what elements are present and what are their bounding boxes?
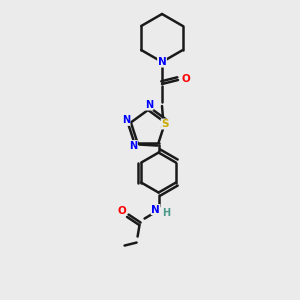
Text: O: O xyxy=(117,206,126,216)
Text: S: S xyxy=(161,119,169,129)
Text: N: N xyxy=(158,57,166,67)
Text: N: N xyxy=(122,116,130,125)
Text: N: N xyxy=(129,141,137,151)
Text: O: O xyxy=(182,74,190,84)
Text: N: N xyxy=(145,100,153,110)
Text: H: H xyxy=(163,208,171,218)
Text: N: N xyxy=(151,205,160,214)
